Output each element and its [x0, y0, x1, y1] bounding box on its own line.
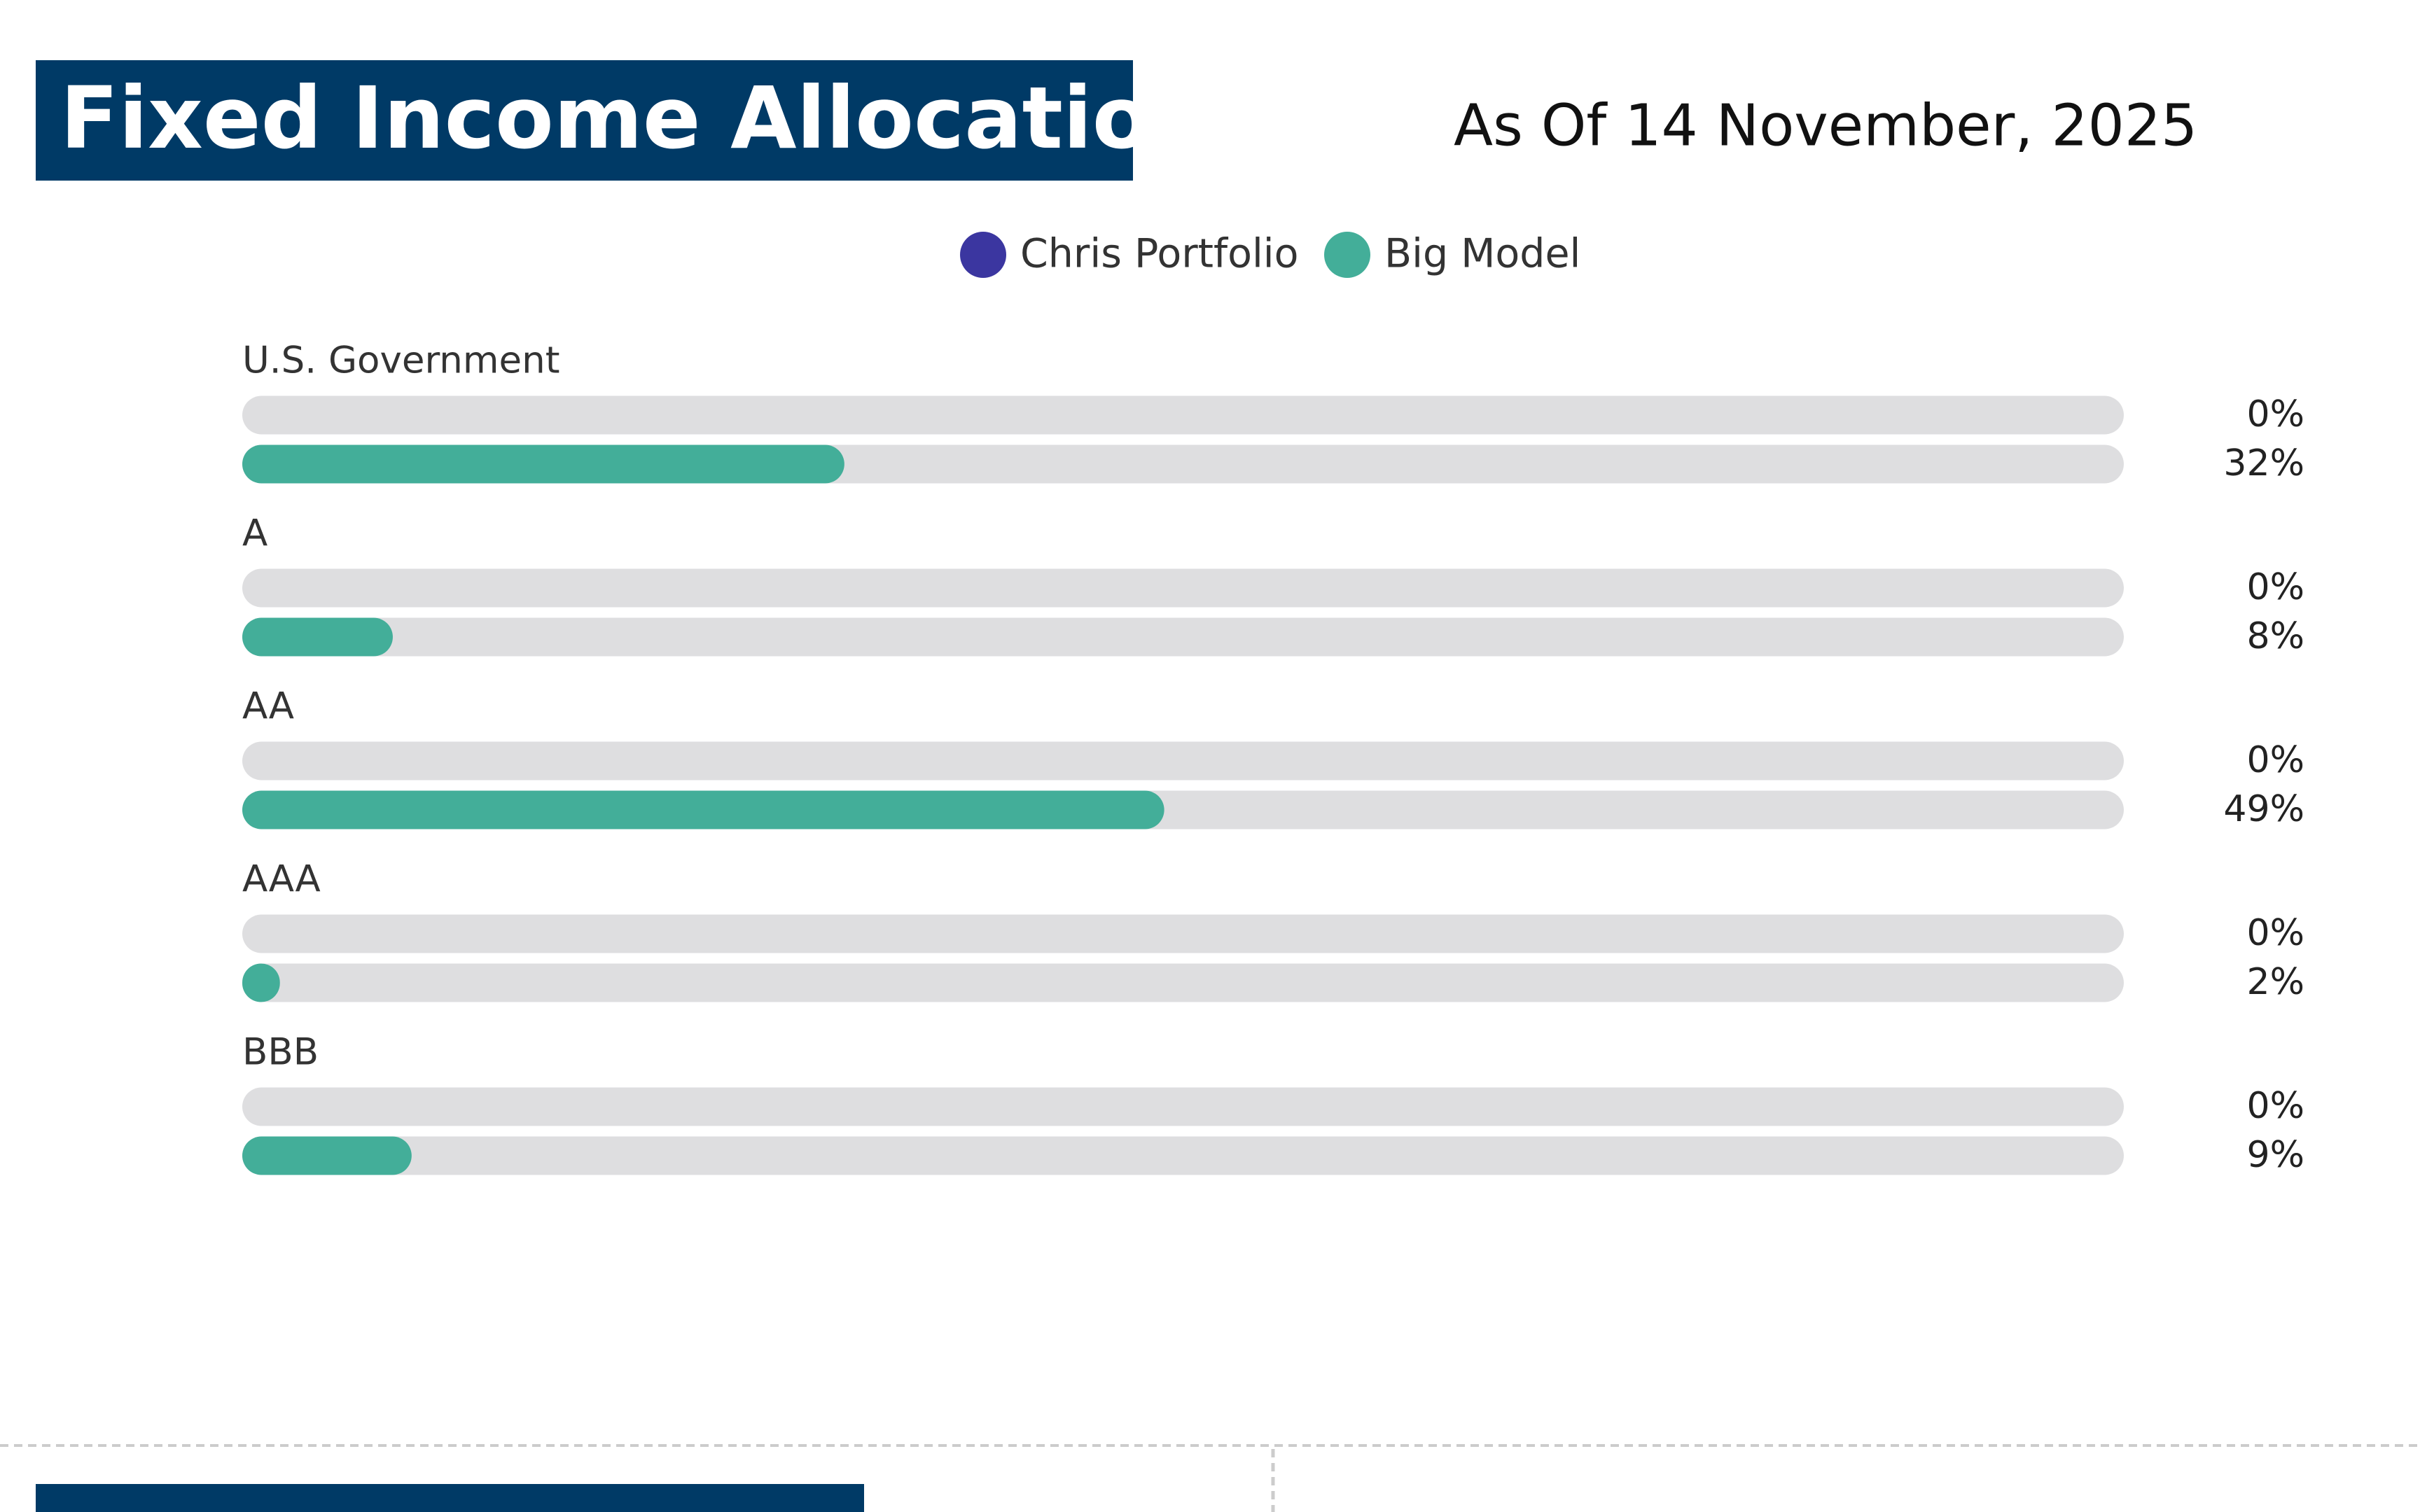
next-panel-header [36, 1484, 864, 1512]
value-label: 9% [2247, 1134, 2305, 1176]
category-label: BBB [242, 1031, 319, 1074]
legend-marker [1324, 232, 1370, 278]
bar-track [242, 1136, 2124, 1175]
plot: Chris Portfolio Big Model U.S. Government 0… [242, 231, 2304, 1176]
chart-title: Fixed Income Allocation [60, 69, 1211, 168]
value-label: 2% [2247, 961, 2305, 1003]
bar-track [242, 963, 2124, 1002]
bar-track [242, 617, 2124, 657]
category-label: A [242, 512, 267, 555]
value-label: 0% [2247, 739, 2305, 781]
category-label: AA [242, 685, 294, 728]
title-box [36, 60, 1133, 181]
bar [242, 444, 844, 484]
category-label: AAA [242, 858, 321, 901]
value-label: 0% [2247, 566, 2305, 608]
bar [242, 1136, 412, 1175]
category-label: U.S. Government [242, 340, 560, 382]
bar-track [242, 396, 2124, 435]
value-label: 0% [2247, 912, 2305, 954]
bar-track [242, 914, 2124, 953]
bar [242, 617, 393, 657]
value-label: 49% [2223, 788, 2304, 830]
bar [242, 790, 1164, 830]
value-label: 32% [2223, 442, 2304, 484]
value-label: 8% [2247, 615, 2305, 657]
value-label: 0% [2247, 393, 2305, 435]
bar-track [242, 568, 2124, 608]
value-label: 0% [2247, 1085, 2305, 1127]
bar [242, 963, 280, 1002]
bar-track [242, 741, 2124, 780]
legend-label: Chris Portfolio [1020, 231, 1299, 277]
legend-label: Big Model [1384, 231, 1580, 277]
bar-track [242, 1087, 2124, 1126]
chart-subtitle: As Of 14 November, 2025 [1454, 92, 2197, 159]
legend-marker [960, 232, 1006, 278]
